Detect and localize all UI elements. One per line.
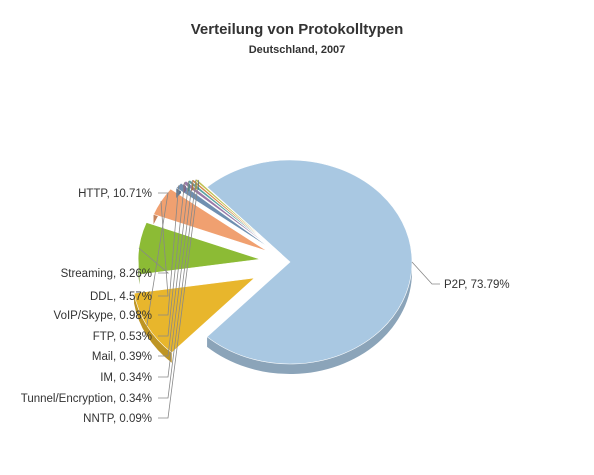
leader-line xyxy=(158,182,185,337)
slice-label: P2P, 73.79% xyxy=(444,279,510,291)
slice-label: VoIP/Skype, 0.98% xyxy=(54,310,152,322)
chart-subtitle: Deutschland, 2007 xyxy=(249,44,346,56)
slice-label: HTTP, 10.71% xyxy=(78,188,152,200)
slice-label: NNTP, 0.09% xyxy=(83,413,152,425)
pie-slice-streaming xyxy=(137,222,261,285)
leader-line xyxy=(158,179,200,419)
slice-label: FTP, 0.53% xyxy=(93,331,152,343)
leader-line xyxy=(138,247,170,274)
slice-label: IM, 0.34% xyxy=(100,372,152,384)
slice-label: Tunnel/Encryption, 0.34% xyxy=(21,393,152,405)
leader-line xyxy=(158,180,193,378)
chart-title: Verteilung von Protokolltypen xyxy=(191,21,404,38)
slice-label: Mail, 0.39% xyxy=(92,351,152,363)
pie-slice-voip-skype xyxy=(175,182,274,251)
leader-line xyxy=(158,201,169,297)
pie-labels: P2P, 73.79% HTTP, 10.71% Streaming, 8.26% D… xyxy=(21,179,510,425)
pie-slice-p2p xyxy=(206,159,413,374)
leader-line xyxy=(158,180,190,357)
slice-label: Streaming, 8.26% xyxy=(61,268,152,280)
pie-slices xyxy=(133,159,413,374)
slice-label: DDL, 4.57% xyxy=(90,291,152,303)
leader-line xyxy=(411,261,440,285)
leader-line xyxy=(158,179,197,399)
leader-line xyxy=(158,185,180,316)
leader-line xyxy=(146,192,169,326)
